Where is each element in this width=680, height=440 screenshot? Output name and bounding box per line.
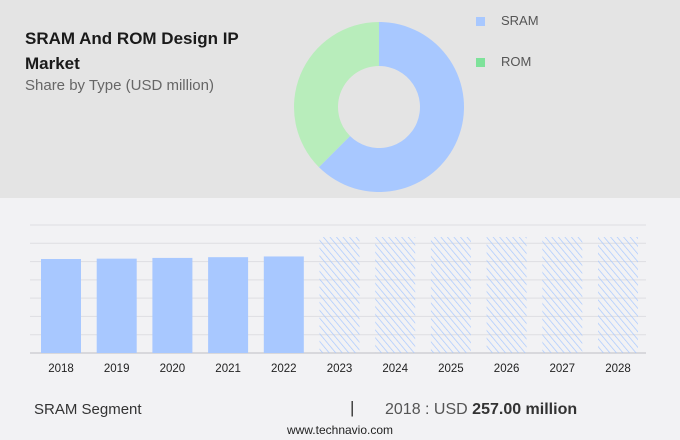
x-tick-label: 2018 [48,363,74,375]
value-amount: 257.00 million [472,401,578,418]
forecast-bar-2026 [486,237,527,353]
donut-slice-sram [318,22,465,192]
chart-subtitle: Share by Type (USD million) [25,77,214,94]
legend-label: ROM [501,54,532,69]
x-tick-label: 2020 [160,363,186,375]
segment-label: SRAM Segment [34,401,142,418]
legend-label: SRAM [501,13,539,28]
x-tick-label: 2019 [104,363,130,375]
donut-slice-rom [294,22,379,168]
forecast-bar-2028 [598,237,638,353]
chart-title: SRAM And ROM Design IP Market [25,29,239,73]
x-tick-label: 2022 [271,363,297,375]
x-axis-labels: 2018 2019 2020 2021 2022 2023 2024 2025 2026 2027… [48,363,631,375]
x-tick-label: 2021 [215,363,241,375]
bar-2019 [96,258,137,353]
x-tick-label: 2025 [438,363,464,375]
website-link[interactable]: www.technavio.com [286,423,394,437]
x-tick-label: 2027 [550,363,576,375]
x-tick-label: 2024 [382,363,408,375]
separator: | [350,398,355,417]
legend-item-sram: SRAM [476,13,539,28]
x-tick-label: 2023 [327,363,353,375]
x-tick-label: 2026 [494,363,520,375]
forecast-bar-2024 [375,237,416,353]
year-label: 2018 : USD [385,401,468,418]
legend-swatch-rom [476,58,485,68]
legend-swatch-sram [476,17,485,27]
bar-2022 [263,256,304,353]
legend-item-rom: ROM [476,54,531,69]
bars [41,237,638,353]
segment-value: 2018 : USD 257.00 million [385,401,577,419]
donut-chart [294,22,465,192]
forecast-bar-2027 [542,237,583,353]
bar-2020 [152,257,193,353]
forecast-bar-2025 [430,237,471,353]
bar-2021 [208,257,249,353]
forecast-bar-2023 [319,237,360,353]
bar-2018 [41,259,81,353]
x-tick-label: 2028 [605,363,631,375]
